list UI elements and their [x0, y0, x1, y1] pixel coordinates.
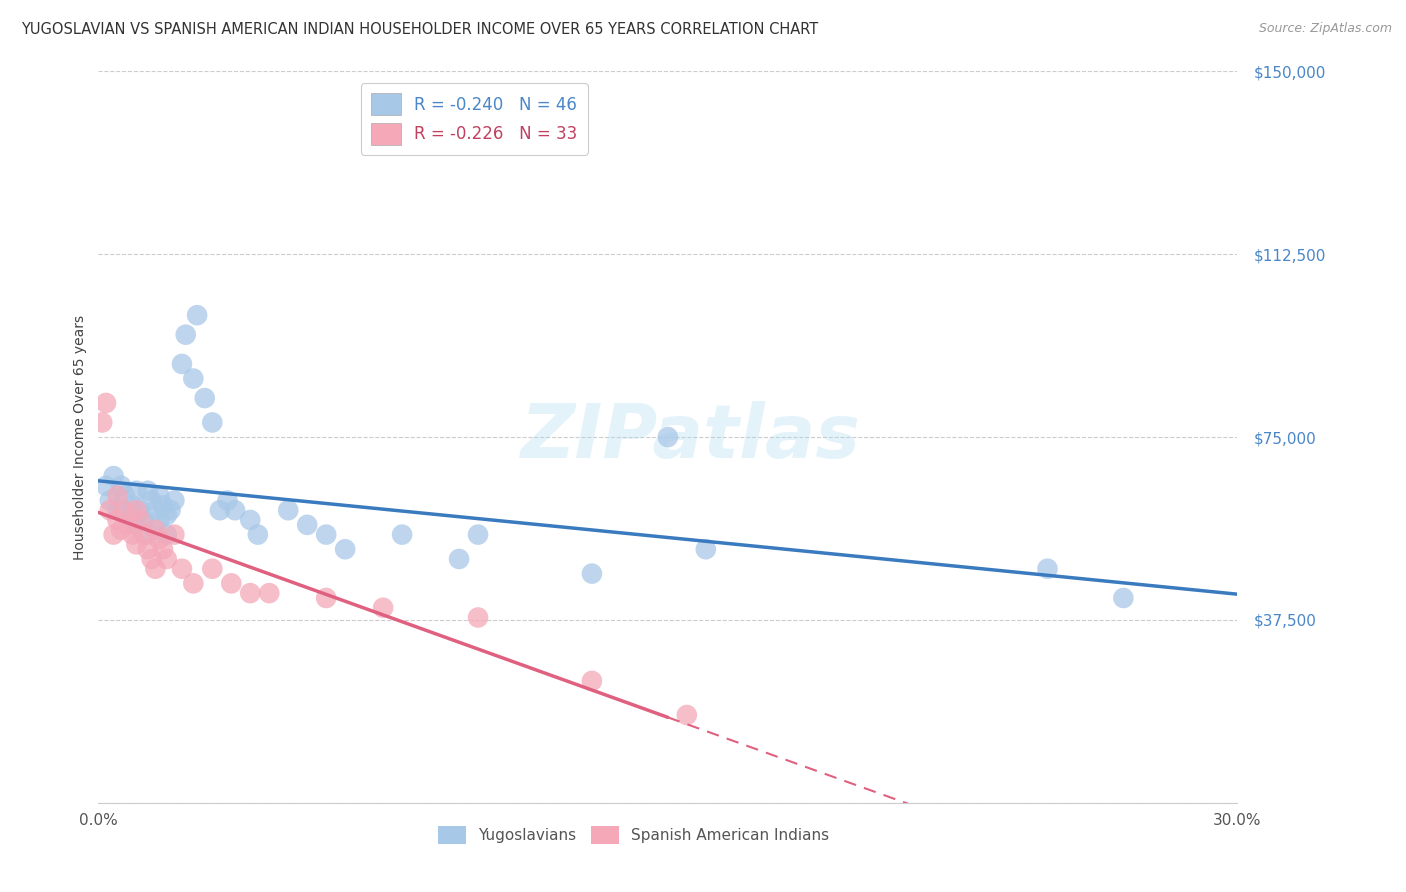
Point	[335, 542, 357, 557]
Point	[581, 566, 603, 581]
Point	[110, 479, 132, 493]
Point	[259, 586, 281, 600]
Point	[1112, 591, 1135, 605]
Point	[125, 517, 148, 532]
Point	[1036, 562, 1059, 576]
Point	[103, 469, 125, 483]
Point	[467, 527, 489, 541]
Point	[194, 391, 217, 405]
Point	[107, 503, 129, 517]
Point	[156, 552, 179, 566]
Point	[224, 503, 246, 517]
Point	[145, 562, 167, 576]
Point	[148, 513, 170, 527]
Point	[239, 586, 262, 600]
Point	[221, 576, 243, 591]
Point	[201, 416, 224, 430]
Point	[148, 489, 170, 503]
Point	[315, 591, 337, 605]
Point	[145, 503, 167, 517]
Point	[315, 527, 337, 541]
Point	[201, 562, 224, 576]
Point	[98, 503, 121, 517]
Point	[141, 493, 163, 508]
Point	[121, 499, 143, 513]
Point	[107, 513, 129, 527]
Point	[467, 610, 489, 624]
Point	[152, 542, 174, 557]
Point	[391, 527, 413, 541]
Point	[246, 527, 269, 541]
Point	[98, 493, 121, 508]
Point	[114, 503, 136, 517]
Point	[163, 527, 186, 541]
Point	[136, 542, 159, 557]
Text: Source: ZipAtlas.com: Source: ZipAtlas.com	[1258, 22, 1392, 36]
Point	[125, 483, 148, 498]
Point	[277, 503, 299, 517]
Point	[170, 562, 193, 576]
Point	[159, 503, 181, 517]
Point	[208, 503, 231, 517]
Point	[107, 489, 129, 503]
Point	[94, 479, 117, 493]
Text: YUGOSLAVIAN VS SPANISH AMERICAN INDIAN HOUSEHOLDER INCOME OVER 65 YEARS CORRELAT: YUGOSLAVIAN VS SPANISH AMERICAN INDIAN H…	[21, 22, 818, 37]
Point	[217, 493, 239, 508]
Legend: Yugoslavians, Spanish American Indians: Yugoslavians, Spanish American Indians	[432, 820, 835, 850]
Point	[132, 527, 155, 541]
Point	[136, 527, 159, 541]
Point	[449, 552, 471, 566]
Point	[121, 527, 143, 541]
Point	[186, 308, 208, 322]
Point	[163, 493, 186, 508]
Point	[174, 327, 197, 342]
Point	[118, 517, 141, 532]
Point	[129, 503, 152, 517]
Point	[156, 527, 179, 541]
Point	[129, 513, 152, 527]
Point	[114, 489, 136, 503]
Point	[132, 513, 155, 527]
Point	[695, 542, 717, 557]
Point	[676, 708, 699, 723]
Point	[183, 576, 205, 591]
Point	[125, 503, 148, 517]
Point	[152, 499, 174, 513]
Point	[183, 371, 205, 385]
Point	[103, 527, 125, 541]
Point	[125, 537, 148, 551]
Point	[239, 513, 262, 527]
Point	[581, 673, 603, 688]
Point	[118, 508, 141, 522]
Point	[141, 552, 163, 566]
Y-axis label: Householder Income Over 65 years: Householder Income Over 65 years	[73, 315, 87, 559]
Point	[371, 600, 394, 615]
Text: ZIPatlas: ZIPatlas	[520, 401, 860, 474]
Point	[94, 396, 117, 410]
Point	[148, 533, 170, 547]
Point	[156, 508, 179, 522]
Point	[110, 523, 132, 537]
Point	[145, 523, 167, 537]
Point	[170, 357, 193, 371]
Point	[136, 483, 159, 498]
Point	[657, 430, 679, 444]
Point	[91, 416, 114, 430]
Point	[297, 517, 319, 532]
